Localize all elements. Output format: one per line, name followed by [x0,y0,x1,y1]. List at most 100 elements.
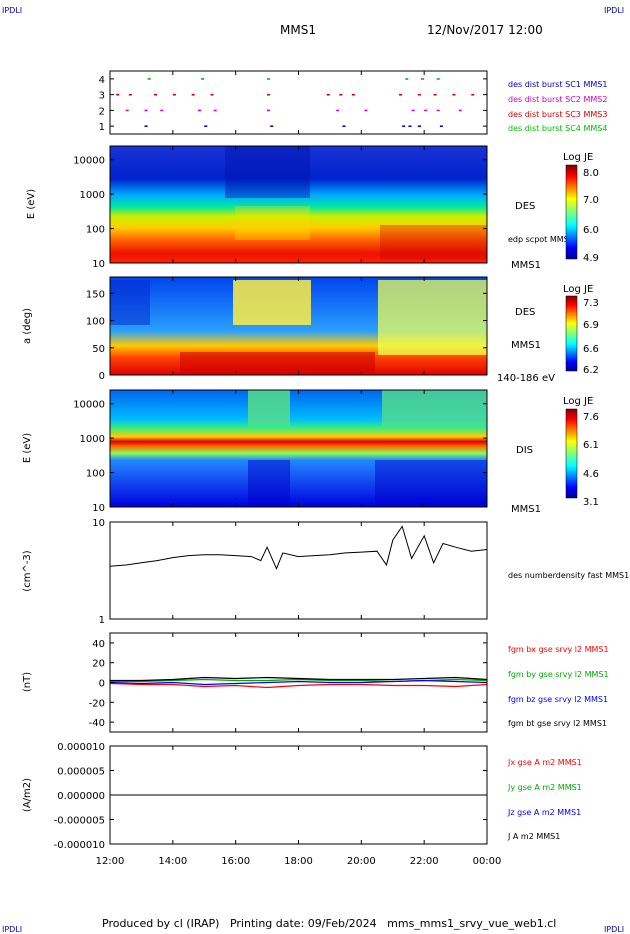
colorbar-des-pitch-tick-3: 6.2 [583,365,599,376]
colorbar-dis-energy-tick-1: 6.1 [583,440,599,451]
b-field-line-3 [110,676,488,682]
burst-y-tick-label-1: 2 [99,106,105,117]
corner-label-bottom-left: IPDLI [2,925,22,934]
burst-mark-4-1 [201,78,205,80]
legend-by: fgm by gse srvy l2 MMS1 [508,670,609,679]
panel-burst-frame [109,70,488,135]
legend-burst-sc2: des dist burst SC2 MMS2 [508,95,607,104]
burst-mark-3-10 [399,93,403,96]
burst-mark-3-11 [417,93,421,96]
des-pitch-y-tick-label-1: 50 [92,344,105,355]
legend-bx: fgm bx gse srvy l2 MMS1 [508,645,609,654]
burst-mark-3-6 [267,93,271,96]
colorbar-dis-energy [565,408,578,499]
time-tick-label-1: 14:00 [158,856,187,867]
burst-mark-3-12 [433,93,437,96]
des-energy-spectrogram [110,146,487,263]
burst-mark-3-9 [351,93,355,96]
colorbar-dis-energy-tick-2: 4.6 [583,469,599,480]
b-field-ylabel: (nT) [22,672,33,692]
legend-bt: fgm bt gse srvy l2 MMS1 [508,719,607,728]
colorbar-des-energy-tick-0: 8.0 [583,168,599,179]
b-field-lines [109,676,488,689]
time-tick-label-3: 18:00 [284,856,313,867]
burst-mark-3-8 [339,93,343,96]
burst-mark-4-3 [405,78,409,80]
burst-y-tick-label-3: 4 [99,75,105,86]
burst-mark-2-8 [411,109,415,112]
des-energy-ylabel: E (eV) [26,189,37,219]
burst-mark-3-0 [116,93,120,96]
burst-mark-3-14 [471,93,475,96]
dis-energy-y-ticks: 10 100 1000 10000 [73,400,487,514]
current-density-y-tick-label-4: 0.000010 [57,742,105,753]
legend-burst-sc3: des dist burst SC3 MMS3 [508,110,607,119]
burst-mark-1-5 [408,125,412,128]
dis-energy-y-tick-label-3: 10000 [73,400,105,411]
dis-energy-green-patch-1 [248,390,290,426]
des-energy-warm-patch-1 [235,206,310,240]
density-legend: des numberdensity fast MMS1 [508,571,629,580]
des-energy-warm-patch-2 [380,225,487,260]
panel-density: 1 10 (cm^-3) des numberdensity fast MMS1 [22,518,629,626]
des-pitch-dark-band [110,280,150,325]
corner-label-top-right: IPDLI [604,6,624,15]
density-y-tick-label-1: 10 [92,518,105,529]
current-density-y-ticks: -0.000010 -0.000005 0.000000 0.000005 0.0000… [54,742,487,851]
burst-y-ticks: 1 2 3 4 [99,75,487,133]
des-pitch-energy-label: 140-186 eV [497,373,555,384]
legend-burst-sc4: des dist burst SC4 MMS4 [508,124,607,133]
burst-mark-3-5 [210,93,214,96]
burst-mark-3-2 [153,93,157,96]
dis-energy-blue-patch-1 [248,460,290,507]
burst-mark-3-1 [128,93,132,96]
des-energy-y-tick-label-2: 1000 [80,190,105,201]
dis-energy-blue-patch-2 [375,460,487,507]
dis-energy-y-tick-label-0: 10 [92,503,105,514]
density-y-ticks: 1 10 [92,518,487,626]
burst-mark-2-6 [336,109,340,112]
des-pitch-bright-patch-1 [233,280,311,325]
panel-density-frame [109,521,488,620]
burst-mark-4-2 [267,78,271,80]
dis-energy-green-patch-2 [382,390,487,426]
burst-mark-2-11 [458,109,462,112]
colorbar-des-energy [565,164,578,260]
plot-title: MMS1 [280,23,316,37]
time-axis: 12:00 14:00 16:00 18:00 20:00 22:00 00:00 [96,71,502,867]
current-density-y-tick-label-0: -0.000010 [54,840,105,851]
colorbar-des-pitch-tick-0: 7.3 [583,298,599,309]
b-field-line-2 [109,679,488,686]
burst-mark-1-6 [417,125,421,128]
des-pitch-y-ticks: 0 50 100 150 [86,289,487,382]
time-tick-label-6: 00:00 [473,856,502,867]
burst-mark-1-0 [144,125,148,128]
panel-dis-energy: 10 100 1000 10000 E (eV) DIS MMS1 Log JE 7.… [22,389,599,515]
des-energy-y-tick-label-3: 10000 [73,156,105,167]
colorbar-des-pitch-title: Log JE [563,284,593,295]
footer-text: Produced by cl (IRAP) Printing date: 09/… [102,917,556,930]
colorbar-des-energy-tick-2: 6.0 [583,225,599,236]
dis-energy-y-tick-label-1: 100 [86,469,105,480]
burst-mark-1-7 [439,125,443,128]
des-energy-y-ticks: 10 100 1000 10000 [73,156,487,270]
colorbar-des-pitch-tick-2: 6.6 [583,344,599,355]
panel-current-density: -0.000010 -0.000005 0.000000 0.000005 0.0000… [22,742,582,851]
burst-mark-2-2 [160,109,164,112]
des-energy-y-tick-label-0: 10 [92,259,105,270]
legend-jx: Jx gse A m2 MMS1 [507,758,582,767]
des-pitch-bright-patch-2 [378,280,487,355]
current-density-y-tick-label-3: 0.000005 [57,767,105,778]
burst-mark-1-3 [342,125,346,128]
current-density-ylabel: (A/m2) [22,778,33,812]
burst-mark-3-13 [452,93,456,96]
des-pitch-y-tick-label-2: 100 [86,317,105,328]
plot-date: 12/Nov/2017 12:00 [427,23,543,37]
current-density-y-tick-label-2: 0.000000 [57,791,105,802]
burst-mark-4-5 [436,78,440,80]
panel-des-pitch: 0 50 100 150 a (deg) DES MMS1 140-186 eV Lo… [22,276,599,384]
des-pitch-ylabel: a (deg) [22,308,33,344]
des-energy-y-tick-label-1: 100 [86,225,105,236]
corner-label-bottom-right: IPDLI [604,925,624,934]
